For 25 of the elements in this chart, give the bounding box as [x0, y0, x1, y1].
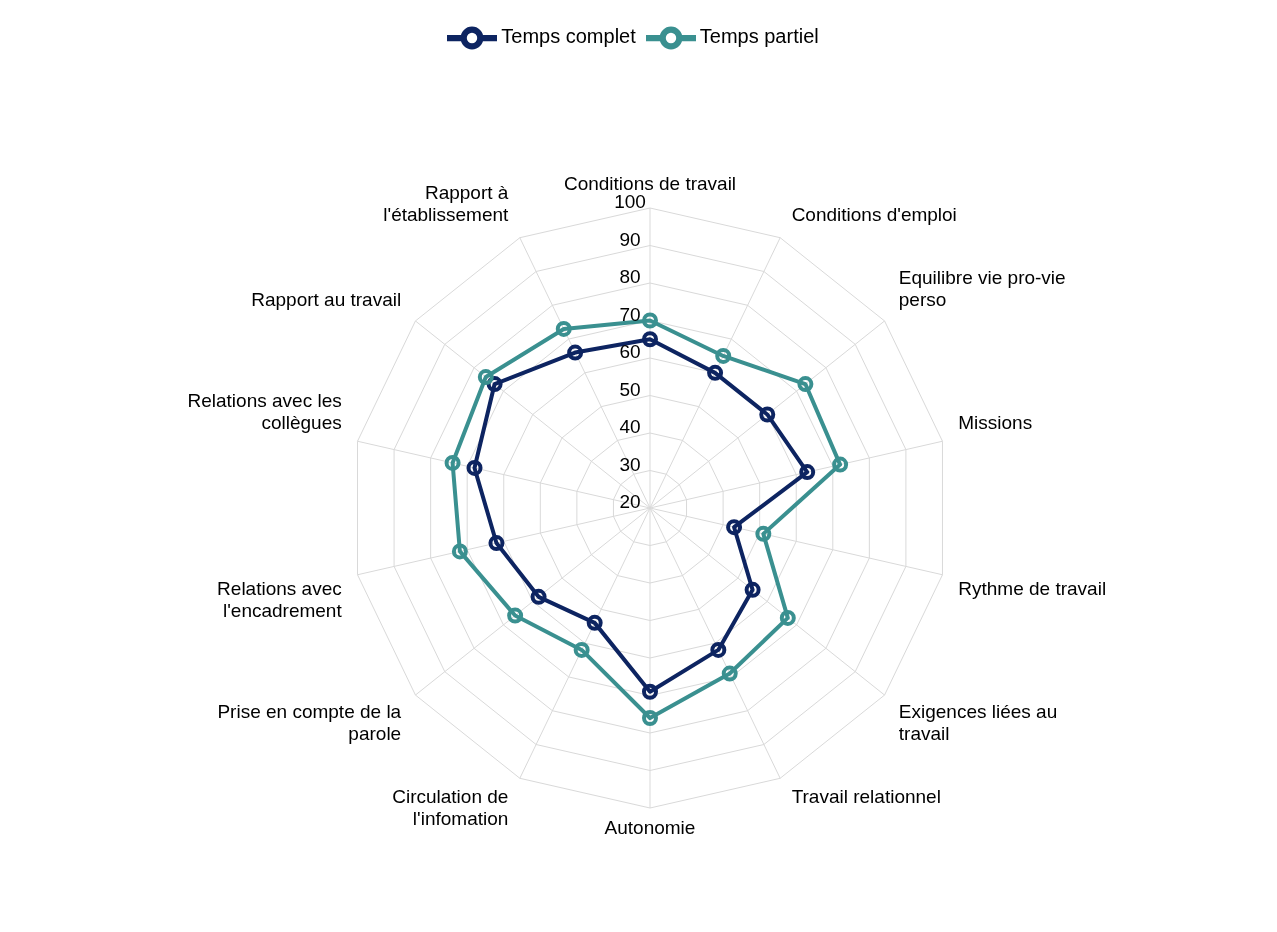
- spoke-label: Rythme de travail: [958, 577, 1107, 599]
- spoke-label: Conditions d'emploi: [791, 203, 957, 225]
- y-tick-label: 80: [619, 266, 641, 287]
- y-tick-label: 50: [619, 378, 641, 400]
- spoke-label: Autonomie: [604, 817, 696, 838]
- y-tick-label: 70: [619, 303, 641, 325]
- spoke-label: Missions: [958, 412, 1033, 434]
- spoke-label: Rapport à l'établissement: [383, 181, 510, 225]
- spoke-label: Prise en compte de la parole: [217, 701, 402, 745]
- spoke-label: Relations avec l'encadrement: [217, 577, 343, 621]
- spoke-label: Circulation de l'infomation: [392, 786, 509, 830]
- spoke-label: Relations avec les collègues: [187, 390, 342, 434]
- legend-label: Temps complet: [501, 25, 636, 48]
- y-tick-label: 60: [619, 341, 641, 362]
- y-tick-label: 40: [619, 416, 641, 437]
- y-tick-label: 90: [619, 228, 641, 250]
- y-tick-label: 20: [619, 491, 641, 512]
- y-tick-label: 30: [619, 453, 641, 475]
- spoke-label: Exigences liées au travail: [898, 701, 1058, 745]
- spoke-label: Rapport au travail: [251, 288, 402, 310]
- spoke-label: Equilibre vie pro-vie perso: [898, 266, 1066, 310]
- legend-label: Temps partiel: [699, 25, 819, 48]
- spoke-label: Travail relationnel: [791, 786, 941, 808]
- spoke-label: Conditions de travail: [563, 173, 737, 194]
- y-tick-label: 100: [614, 191, 646, 212]
